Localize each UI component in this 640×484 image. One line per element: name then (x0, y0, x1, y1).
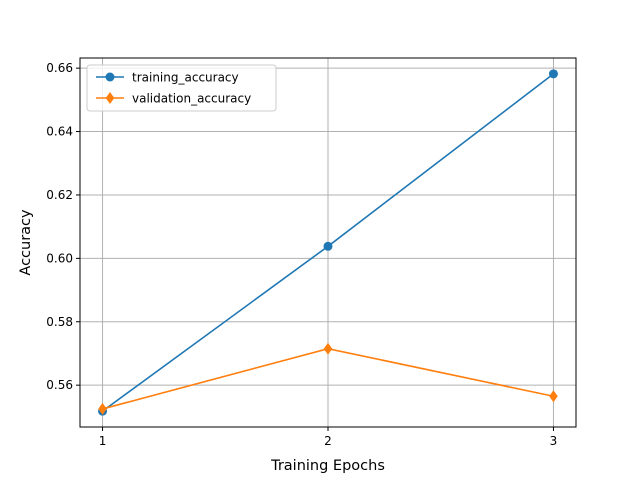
series-layer (98, 69, 558, 416)
x-tick-label: 3 (550, 434, 558, 448)
y-tick-label: 0.62 (46, 188, 73, 202)
y-axis-label: Accuracy (18, 209, 34, 276)
x-tick-label: 1 (99, 434, 107, 448)
legend-marker-validation-accuracy (105, 92, 115, 104)
legend-marker-training-accuracy (105, 72, 115, 82)
y-tick-label: 0.64 (46, 125, 73, 139)
validation-accuracy-point (323, 342, 333, 355)
y-axis-ticks: 0.56 0.58 0.60 0.62 0.64 0.66 (46, 61, 80, 392)
legend-label-training-accuracy: training_accuracy (132, 71, 239, 85)
legend-label-validation-accuracy: validation_accuracy (132, 92, 251, 106)
x-axis-ticks: 1 2 3 (99, 427, 558, 448)
y-tick-label: 0.66 (46, 61, 73, 75)
training-accuracy-point (548, 69, 558, 79)
y-tick-label: 0.56 (46, 378, 73, 392)
x-tick-label: 2 (324, 434, 332, 448)
y-tick-label: 0.58 (46, 315, 73, 329)
validation-accuracy-point (549, 390, 558, 403)
x-axis-label: Training Epochs (270, 458, 385, 474)
training-accuracy-point (323, 241, 333, 251)
legend: training_accuracy validation_accuracy (86, 64, 277, 112)
validation-accuracy-point (98, 402, 107, 415)
series-validation-accuracy (98, 342, 558, 415)
y-tick-label: 0.60 (46, 251, 73, 265)
legend-box (86, 64, 277, 112)
